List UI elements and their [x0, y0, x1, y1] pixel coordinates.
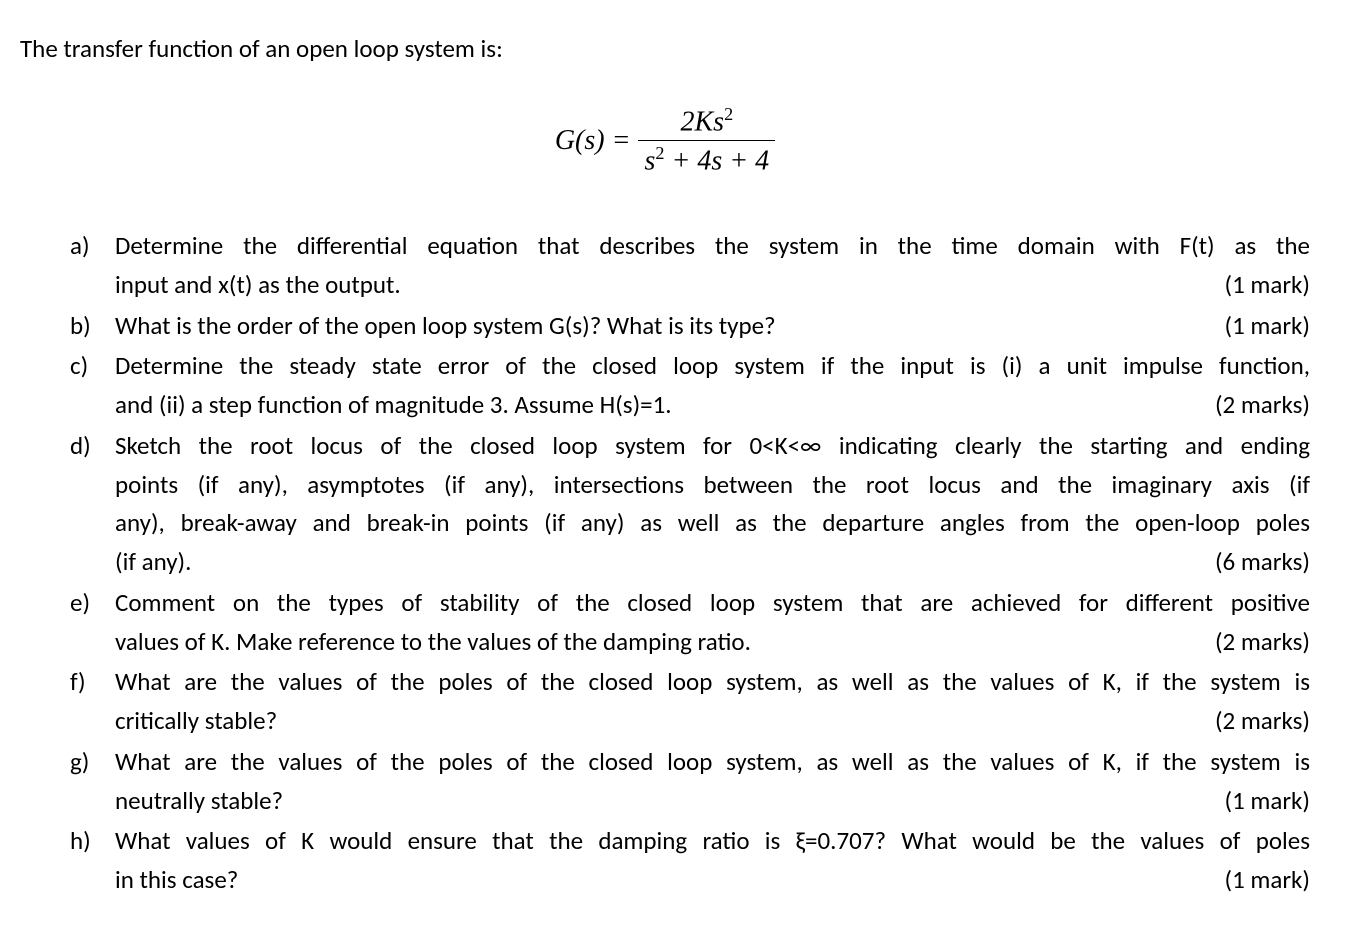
question-line: Determine the differential equation that…: [115, 227, 1310, 266]
question-line: What values of K would ensure that the d…: [115, 822, 1310, 861]
question-marks: (1 mark): [1204, 782, 1310, 821]
question-line: any), break-away and break-in points (if…: [115, 504, 1310, 543]
question-line: Sketch the root locus of the closed loop…: [115, 427, 1310, 466]
question-marks: (2 marks): [1195, 702, 1310, 741]
question-item: d) Sketch the root locus of the closed lo…: [70, 427, 1310, 582]
question-marker: h): [70, 822, 91, 861]
question-item: g) What are the values of the poles of th…: [70, 743, 1310, 821]
question-last-text: (if any).: [115, 543, 191, 582]
question-last-text: values of K. Make reference to the value…: [115, 623, 751, 662]
question-last-line: What is the order of the open loop syste…: [115, 307, 1310, 346]
question-last-line: neutrally stable? (1 mark): [115, 782, 1310, 821]
question-last-text: and (ii) a step function of magnitude 3.…: [115, 386, 672, 425]
question-last-text: neutrally stable?: [115, 782, 283, 821]
question-last-text: critically stable?: [115, 702, 277, 741]
question-marks: (6 marks): [1195, 543, 1310, 582]
question-marks: (2 marks): [1195, 386, 1310, 425]
question-marker: f): [70, 663, 86, 702]
equation-denominator: s2 + 4s + 4: [638, 140, 775, 177]
question-marker: d): [70, 427, 91, 466]
question-marker: c): [70, 347, 88, 386]
question-line: What are the values of the poles of the …: [115, 663, 1310, 702]
question-last-text: What is the order of the open loop syste…: [115, 307, 776, 346]
question-item: c) Determine the steady state error of th…: [70, 347, 1310, 425]
intro-text: The transfer function of an open loop sy…: [20, 30, 1310, 69]
question-last-line: in this case? (1 mark): [115, 861, 1310, 900]
question-last-text: input and x(t) as the output.: [115, 266, 401, 305]
transfer-function-equation: G(s) = 2Ks2 s2 + 4s + 4: [20, 104, 1310, 177]
question-marker: a): [70, 227, 90, 266]
equation-lhs: G(s) =: [555, 119, 631, 162]
question-line: Comment on the types of stability of the…: [115, 584, 1310, 623]
question-marks: (1 mark): [1204, 307, 1310, 346]
question-last-line: (if any). (6 marks): [115, 543, 1310, 582]
question-item: a) Determine the differential equation th…: [70, 227, 1310, 305]
question-item: e) Comment on the types of stability of t…: [70, 584, 1310, 662]
question-last-line: input and x(t) as the output. (1 mark): [115, 266, 1310, 305]
question-item: f) What are the values of the poles of th…: [70, 663, 1310, 741]
question-item: b) What is the order of the open loop sys…: [70, 307, 1310, 346]
question-line: What are the values of the poles of the …: [115, 743, 1310, 782]
question-item: h) What values of K would ensure that the…: [70, 822, 1310, 900]
equation-numerator: 2Ks2: [674, 104, 739, 140]
question-list: a) Determine the differential equation th…: [20, 227, 1310, 900]
page: The transfer function of an open loop sy…: [0, 0, 1350, 942]
question-marker: b): [70, 307, 91, 346]
question-marks: (2 marks): [1195, 623, 1310, 662]
question-last-line: values of K. Make reference to the value…: [115, 623, 1310, 662]
question-marker: g): [70, 743, 89, 782]
question-last-line: critically stable? (2 marks): [115, 702, 1310, 741]
question-marks: (1 mark): [1204, 266, 1310, 305]
question-last-text: in this case?: [115, 861, 238, 900]
question-line: points (if any), asymptotes (if any), in…: [115, 466, 1310, 505]
equation-fraction: 2Ks2 s2 + 4s + 4: [638, 104, 775, 177]
question-line: Determine the steady state error of the …: [115, 347, 1310, 386]
question-marks: (1 mark): [1204, 861, 1310, 900]
question-marker: e): [70, 584, 90, 623]
question-last-line: and (ii) a step function of magnitude 3.…: [115, 386, 1310, 425]
